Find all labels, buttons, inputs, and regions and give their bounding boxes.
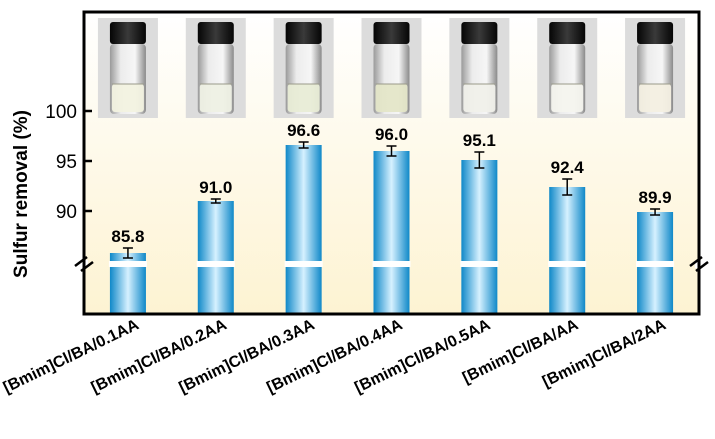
vial-cap	[461, 22, 498, 44]
y-tick-label: 95	[56, 152, 77, 173]
vial-liquid	[111, 84, 144, 112]
bar-break-gap	[108, 261, 147, 267]
vial-photo	[537, 18, 598, 118]
bar	[197, 201, 234, 314]
vial-cap	[373, 22, 410, 44]
vial-liquid	[639, 84, 672, 112]
x-tick-label: [Bmim]Cl/BA/0.1AA	[1, 316, 142, 397]
vial-photo	[449, 18, 510, 118]
vial-liquid	[199, 84, 232, 112]
bar	[549, 187, 586, 314]
y-axis-label: Sulfur removal (%)	[11, 110, 32, 278]
vial-liquid	[551, 84, 584, 112]
bar-break-gap	[548, 261, 587, 267]
y-tick-label: 100	[45, 102, 77, 123]
vial-photo	[625, 18, 686, 118]
bar	[285, 145, 322, 314]
vial-cap	[549, 22, 586, 44]
data-label: 96.6	[287, 121, 320, 140]
bar-break-gap	[636, 261, 675, 267]
vial-cap	[109, 22, 146, 44]
data-label: 85.8	[111, 227, 144, 246]
vial-photo	[273, 18, 334, 118]
data-label: 96.0	[375, 125, 408, 144]
y-tick-label: 90	[56, 202, 77, 223]
bar-break-gap	[460, 261, 499, 267]
vial-liquid	[287, 84, 320, 112]
data-label: 95.1	[463, 131, 496, 150]
data-label: 91.0	[199, 178, 232, 197]
vial-cap	[197, 22, 234, 44]
data-label: 89.9	[639, 188, 672, 207]
bar-break-gap	[284, 261, 323, 267]
bar-break-gap	[372, 261, 411, 267]
data-label: 92.4	[551, 158, 585, 177]
vial-cap	[637, 22, 674, 44]
vial-cap	[285, 22, 322, 44]
vial-photo	[361, 18, 422, 118]
vial-photo	[97, 18, 158, 118]
bar	[373, 151, 410, 314]
plot-frame	[82, 10, 701, 316]
bar	[461, 160, 498, 314]
vial-liquid	[375, 84, 408, 112]
vial-photo	[185, 18, 246, 118]
bar-break-gap	[196, 261, 235, 267]
vial-liquid	[463, 84, 496, 112]
